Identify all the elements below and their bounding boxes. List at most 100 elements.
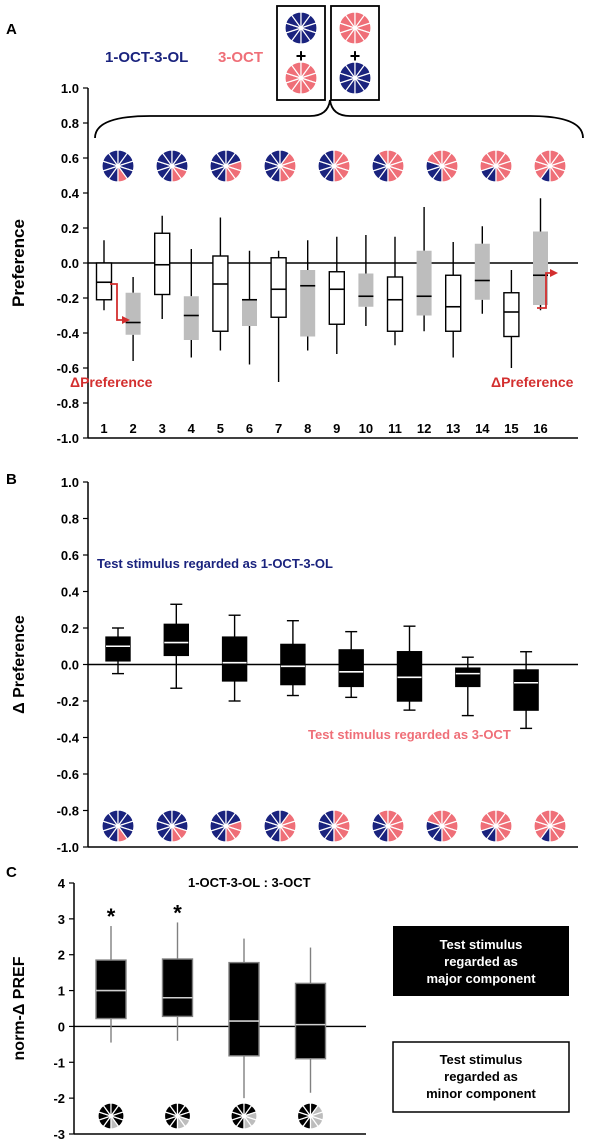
- odour-mixture-icon: [533, 809, 567, 843]
- box-plot: [105, 627, 131, 675]
- box-plot: [338, 630, 364, 699]
- box-iqr: [386, 276, 404, 332]
- box-plot: [95, 926, 127, 1043]
- box-plot: [386, 236, 404, 346]
- box-plot: [183, 249, 199, 358]
- box-iqr: [153, 232, 171, 296]
- odour-wedge: [495, 824, 507, 843]
- box-plot: [125, 277, 141, 361]
- pair-plus-left: +: [296, 46, 307, 66]
- delta-label-right: ΔPreference: [491, 374, 574, 390]
- odour-mixture-icon: [263, 149, 297, 183]
- y-tick-label: -0.8: [57, 804, 79, 819]
- box-plot: [161, 922, 194, 1041]
- box-plot: [294, 947, 327, 1093]
- box-iqr: [270, 257, 287, 318]
- box-plot: [212, 217, 229, 351]
- x-tick-label: 13: [446, 421, 460, 436]
- legend-minor-line-3: minor component: [426, 1086, 536, 1101]
- pair-box-right: [330, 5, 380, 101]
- odour-mixture-icon: [317, 809, 351, 843]
- pair-icon-left-top: [284, 11, 318, 45]
- significance-star: *: [107, 904, 116, 929]
- odour-mixture-icon: [230, 1102, 258, 1130]
- x-tick-label: 12: [417, 421, 431, 436]
- box-plot: [513, 651, 539, 730]
- odour-wedge: [279, 824, 291, 843]
- legend-major-line-3: major component: [426, 971, 536, 986]
- box-iqr: [183, 296, 199, 340]
- legend-oct-label: 3-OCT: [218, 49, 263, 66]
- legend-major-line-2: regarded as: [444, 954, 518, 969]
- odour-mixture-icon: [155, 809, 189, 843]
- y-tick-label: -0.6: [57, 767, 79, 782]
- box-iqr: [280, 643, 306, 686]
- box-iqr: [105, 636, 131, 662]
- legend-minor-line-1: Test stimulus: [440, 1052, 523, 1067]
- odour-wedge: [225, 164, 237, 183]
- odour-wedge: [495, 164, 507, 183]
- odour-mixture-icon: [101, 809, 135, 843]
- plot-area-a: 1.0 0.8 0.6 0.4 0.2 0.0 -0.2 -0.4 -0.6 -0.8 -1.0 Pr…: [9, 81, 578, 446]
- odour-mixture-icon: [479, 809, 513, 843]
- box-iqr: [95, 959, 127, 1020]
- panel-c-label: C: [6, 864, 17, 881]
- odour-mixture-icon: [371, 809, 405, 843]
- box-plot: [153, 215, 171, 319]
- box-plot: [242, 250, 257, 365]
- y-tick-label: -1.0: [57, 840, 79, 855]
- odour-wedge: [300, 26, 312, 45]
- y-tick-label: -0.8: [57, 396, 79, 411]
- box-iqr: [242, 299, 257, 326]
- x-tick-label: 7: [275, 421, 282, 436]
- y-tick-label: -3: [53, 1127, 65, 1140]
- odour-wedge: [300, 76, 312, 95]
- box-iqr: [416, 250, 432, 316]
- box-plot: [503, 270, 520, 368]
- delta-arrow-left: [110, 283, 124, 321]
- y-tick-label: -1: [53, 1055, 65, 1070]
- odour-wedge: [354, 26, 366, 45]
- y-tick-label: 0.8: [61, 512, 79, 527]
- odour-wedge: [117, 824, 129, 843]
- box-plot: [445, 242, 462, 358]
- annotation-oct: Test stimulus regarded as 3-OCT: [308, 727, 511, 742]
- ratio-label: 1-OCT-3-OL : 3-OCT: [188, 875, 311, 890]
- box-plot: [270, 250, 287, 382]
- odour-mixture-icon: [163, 1102, 192, 1130]
- x-tick-label: 9: [333, 421, 340, 436]
- odour-mixture-icon: [209, 809, 243, 843]
- panel-a: A 1-OCT-3-OL 3-OCT + + 1.0 0.8 0.6 0.4 0.2 0.…: [6, 5, 584, 446]
- icon-row-a: [101, 149, 567, 183]
- pair-icon-left-bottom: [284, 61, 318, 95]
- y-axis-title: Preference: [9, 219, 28, 307]
- odour-mixture-icon: [317, 149, 351, 183]
- odour-wedge: [441, 164, 453, 183]
- significance-star: *: [173, 900, 182, 925]
- odour-wedge: [387, 164, 399, 183]
- icon-row-c: [97, 1102, 325, 1130]
- x-tick-label: 15: [504, 421, 518, 436]
- x-tick-label: 11: [388, 421, 402, 436]
- y-tick-label: -0.4: [57, 731, 80, 746]
- odour-mixture-icon: [209, 149, 243, 183]
- pair-icon-right-top: [338, 11, 372, 45]
- delta-arrowhead-right: [550, 269, 558, 277]
- odour-mixture-icon: [425, 809, 459, 843]
- box-iqr: [228, 961, 260, 1057]
- box-iqr: [300, 270, 316, 337]
- box-iqr: [445, 274, 462, 332]
- x-tick-label: 6: [246, 421, 253, 436]
- box-iqr: [161, 958, 194, 1018]
- box-iqr: [163, 623, 190, 657]
- odour-mixture-icon: [263, 809, 297, 843]
- odour-wedge: [309, 1114, 319, 1130]
- odour-wedge: [333, 824, 345, 843]
- panel-b: B Test stimulus regarded as 1-OCT-3-OL T…: [6, 471, 578, 855]
- delta-arrow-right: [537, 272, 552, 309]
- box-plot: [300, 240, 316, 351]
- box-plot: [358, 235, 374, 326]
- odour-wedge: [117, 164, 129, 183]
- y-tick-label: 0.8: [61, 116, 79, 131]
- box-plot: [221, 614, 248, 702]
